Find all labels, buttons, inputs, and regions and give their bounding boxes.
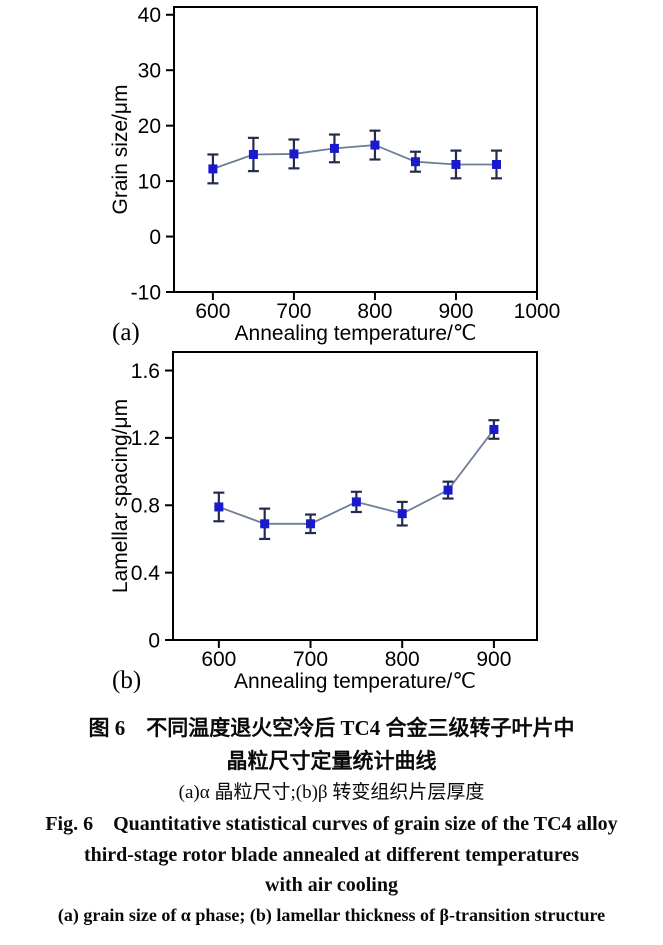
y-axis-title: Lamellar spacing/μm [109, 399, 132, 593]
caption-en-title-line1: Fig. 6 Quantitative statistical curves o… [45, 813, 618, 835]
caption-zh-title-line2: 晶粒尺寸定量统计曲线 [226, 749, 437, 773]
data-point-marker [329, 143, 339, 153]
y-tick-label: 0 [148, 629, 160, 652]
data-point-marker [397, 509, 407, 519]
data-point-marker [248, 149, 258, 159]
chart-a: -10 0 10 20 30 40 600 700 800 900 1000 Annealing te… [109, 4, 561, 345]
x-tick-label: 1000 [514, 300, 561, 323]
data-point-marker [260, 519, 270, 529]
x-tick-label: 800 [385, 648, 420, 671]
data-point-marker [451, 159, 461, 169]
data-point-marker [208, 164, 218, 174]
panel-label: (b) [112, 667, 141, 694]
x-tick-label: 600 [195, 300, 230, 323]
x-tick-label: 800 [357, 300, 392, 323]
y-tick-label: 40 [138, 4, 161, 27]
y-tick-label: 0.4 [131, 562, 161, 585]
y-tick-label: -10 [131, 281, 161, 304]
plot-box [173, 6, 538, 293]
plot-box [172, 351, 538, 641]
data-point-marker [370, 140, 380, 150]
y-axis-title: Grain size/μm [109, 85, 132, 215]
data-point-marker [489, 424, 499, 434]
y-tick-label: 10 [138, 170, 161, 193]
y-tick-label: 1.2 [131, 427, 160, 450]
data-point-marker [306, 519, 316, 529]
caption-en-subcaption: (a) grain size of α phase; (b) lamellar … [57, 905, 606, 925]
data-point-marker [214, 502, 224, 512]
x-tick-label: 900 [476, 648, 511, 671]
x-axis-title: Annealing temperature/℃ [235, 322, 477, 345]
caption-en-title-line3: with air cooling [265, 874, 398, 896]
x-tick-label: 600 [201, 648, 236, 671]
x-tick-label: 900 [438, 300, 473, 323]
panel-label: (a) [112, 319, 140, 345]
data-point-marker [351, 497, 361, 507]
figure-caption: 图 6 不同温度退火空冷后 TC4 合金三级转子叶片中 晶粒尺寸定量统计曲线 (… [0, 700, 663, 930]
data-point-marker [289, 149, 299, 159]
caption-zh-title-line1: 图 6 不同温度退火空冷后 TC4 合金三级转子叶片中 [88, 716, 575, 740]
data-point-marker [491, 159, 501, 169]
x-tick-label: 700 [276, 300, 311, 323]
x-axis-title: Annealing temperature/℃ [234, 670, 476, 693]
series-line [212, 144, 497, 170]
y-tick-label: 20 [138, 115, 161, 138]
data-point-marker [410, 157, 420, 167]
x-tick-label: 700 [293, 648, 328, 671]
caption-en-title-line2: third-stage rotor blade annealed at diff… [83, 844, 580, 866]
y-tick-label: 1.6 [131, 360, 160, 383]
y-tick-label: 0 [149, 226, 161, 249]
data-point-marker [443, 485, 453, 495]
y-tick-label: 30 [138, 60, 161, 83]
y-tick-label: 0.8 [131, 495, 160, 518]
caption-zh-subcaption: (a)α 晶粒尺寸;(b)β 转变组织片层厚度 [178, 782, 485, 803]
